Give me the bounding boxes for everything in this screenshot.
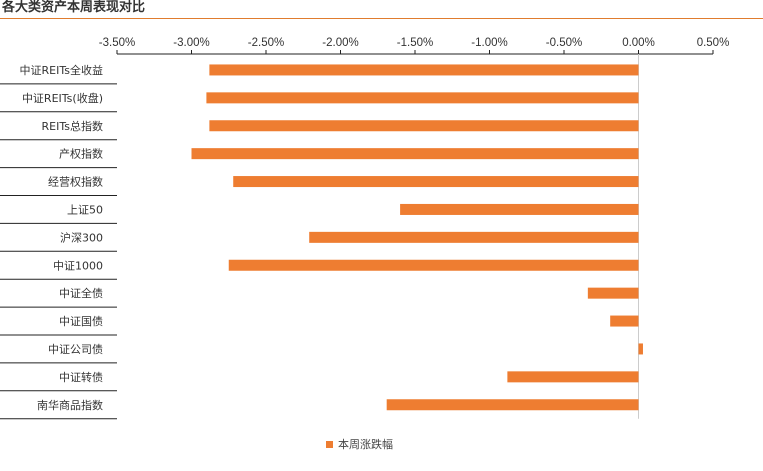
category-label: 沪深300 xyxy=(60,230,103,244)
bar xyxy=(209,64,639,76)
category-label: 中证全债 xyxy=(59,286,103,300)
category-label: 中证转债 xyxy=(59,370,103,384)
bar xyxy=(386,399,639,411)
bar xyxy=(309,231,639,243)
category-label: 中证国债 xyxy=(59,314,103,328)
page-title: 各大类资产本周表现对比 xyxy=(2,0,146,15)
category-label: 中证1000 xyxy=(53,259,103,272)
x-tick-label: -2.50% xyxy=(248,37,284,49)
bar xyxy=(209,120,639,132)
category-label: 产权指数 xyxy=(59,147,103,161)
legend-label: 本周涨跌幅 xyxy=(338,438,393,451)
bar xyxy=(228,259,639,271)
bar xyxy=(206,92,639,104)
bar xyxy=(587,287,639,299)
x-tick-label: 0.00% xyxy=(622,37,655,49)
category-label: 中证公司债 xyxy=(48,342,103,356)
legend-swatch xyxy=(326,440,333,448)
bar xyxy=(400,203,639,215)
x-tick-label: -1.50% xyxy=(397,37,433,49)
category-label: 上证50 xyxy=(67,203,103,216)
chart-legend: 本周涨跌幅 xyxy=(326,437,393,451)
title-underline xyxy=(0,18,763,19)
x-tick-label: -0.50% xyxy=(546,37,582,49)
x-tick-label: 0.50% xyxy=(697,37,730,49)
category-label: 经营权指数 xyxy=(48,175,103,189)
category-label: 南华商品指数 xyxy=(37,398,103,412)
bar xyxy=(638,343,643,355)
bar xyxy=(610,315,639,327)
category-label: REITs总指数 xyxy=(42,119,103,133)
bar xyxy=(507,371,639,383)
x-tick-label: -3.00% xyxy=(173,37,209,49)
bar xyxy=(233,176,639,188)
category-label: 中证REITs全收益 xyxy=(20,63,103,77)
category-label: 中证REITs(收盘) xyxy=(22,91,103,105)
x-tick-label: -3.50% xyxy=(99,37,135,49)
x-tick-label: -1.00% xyxy=(471,37,507,49)
bar xyxy=(191,148,639,160)
x-tick-label: -2.00% xyxy=(322,37,358,49)
